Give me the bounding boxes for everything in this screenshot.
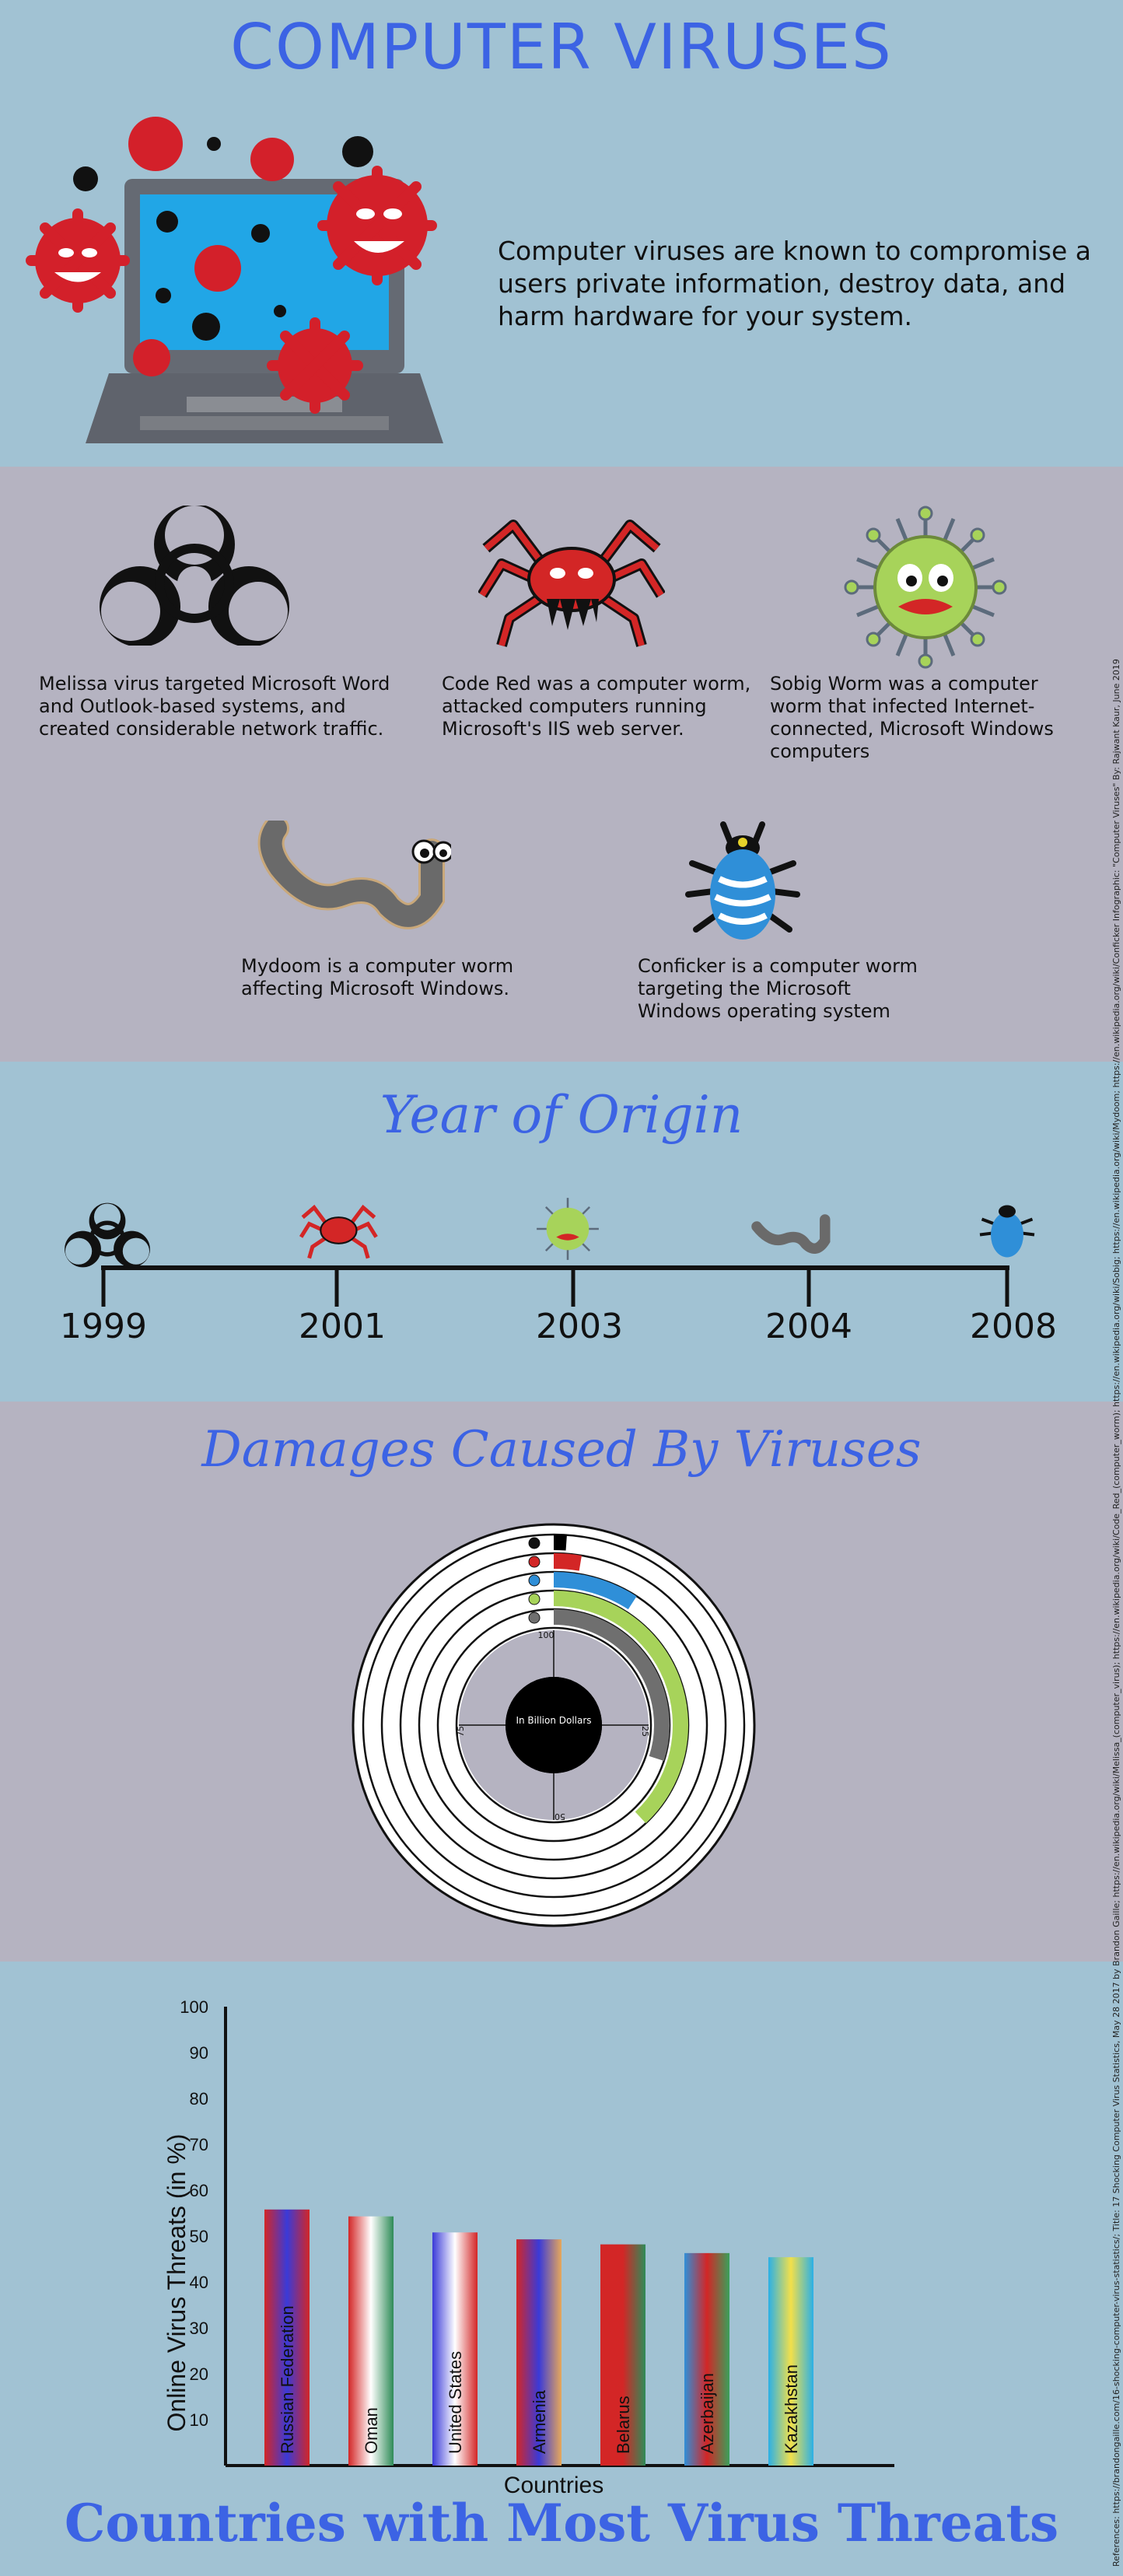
year-2008: 2008 (970, 1307, 1057, 1346)
bar-label: Kazakhstan (782, 2364, 801, 2454)
timeline-biohazard-icon (65, 1202, 150, 1268)
infected-laptop-icon (26, 117, 443, 443)
conficker-caption: Conficker is a computer worm targeting t… (638, 955, 918, 1022)
radial-scale-label: 75 (456, 1726, 466, 1737)
bar-russian-federation (264, 2209, 310, 2466)
radial-scale-label: 100 (538, 1630, 555, 1640)
bar-label: Azerbaijan (698, 2373, 717, 2454)
year-2003: 2003 (536, 1307, 623, 1346)
damages-radial-chart: 100 25 50 75 (352, 1523, 756, 1927)
biohazard-mini-icon (528, 1537, 541, 1549)
radial-bar-conficker (553, 1609, 670, 1762)
y-tick-label: 60 (190, 2181, 208, 2200)
radial-ring-border (455, 1626, 652, 1824)
y-tick-label: 70 (190, 2135, 208, 2154)
y-tick-label: 50 (190, 2227, 208, 2246)
bar-azerbaijan (684, 2252, 729, 2466)
year-1999: 1999 (60, 1307, 147, 1346)
radial-bar-sobig (553, 1572, 637, 1610)
intro-text: Computer viruses are known to compromise… (498, 236, 1091, 331)
germ-mini-icon (528, 1593, 541, 1605)
worm-mini-icon (528, 1612, 541, 1624)
y-tick-label: 10 (190, 2410, 208, 2430)
mydoom-caption: Mydoom is a computer worm affecting Micr… (241, 955, 514, 999)
sobig-caption: Sobig Worm was a computer worm that infe… (770, 673, 1054, 762)
bar-kazakhstan (768, 2257, 813, 2466)
y-tick-label: 40 (190, 2273, 208, 2292)
y-axis-label: Online Virus Threats (in %) (163, 2134, 191, 2432)
bar-label: Belarus (614, 2396, 633, 2454)
year-2004: 2004 (765, 1307, 852, 1346)
page-title: COMPUTER VIRUSES (230, 11, 893, 83)
worm-icon (257, 821, 451, 929)
countries-title: Countries with Most Virus Threats (64, 2493, 1059, 2553)
bar-label: Armenia (530, 2389, 549, 2454)
bar-label: Oman (362, 2407, 381, 2454)
bar-armenia (516, 2239, 562, 2466)
damages-title: Damages Caused By Viruses (201, 1421, 922, 1479)
y-tick-label: 100 (180, 1997, 208, 2017)
radial-bar-code-red (553, 1553, 582, 1571)
melissa-caption: Melissa virus targeted Microsoft Word an… (39, 673, 390, 740)
y-tick-label: 30 (190, 2319, 208, 2338)
bar-belarus (600, 2244, 645, 2466)
radial-bar-mydoom (553, 1591, 688, 1824)
radial-bar-melissa (553, 1535, 567, 1551)
bar-oman (348, 2216, 394, 2466)
y-tick-label: 20 (190, 2364, 208, 2384)
radial-scale-label: 25 (640, 1726, 650, 1737)
bug-mini-icon (528, 1574, 541, 1587)
y-tick-label: 90 (190, 2043, 208, 2063)
timeline-bug-icon (979, 1205, 1035, 1258)
y-tick-label: 80 (190, 2089, 208, 2109)
year-2001: 2001 (299, 1307, 386, 1346)
code-red-caption: Code Red was a computer worm, attacked c… (442, 673, 751, 740)
timeline-title: Year of Origin (380, 1085, 743, 1145)
radial-scale-label: 50 (555, 1811, 565, 1822)
biohazard-icon (100, 506, 289, 646)
damages-center-label: In Billion Dollars (516, 1715, 592, 1726)
bug-icon (685, 821, 800, 940)
x-axis-label: Countries (504, 2473, 603, 2498)
bar-label: Russian Federation (278, 2305, 297, 2454)
spider-mini-icon (528, 1556, 541, 1568)
references-text: References: https://brandongaille.com/16… (1111, 659, 1121, 2567)
timeline-worm-icon (751, 1214, 831, 1254)
timeline-axis (65, 1198, 1035, 1307)
bar-label: United States (446, 2351, 465, 2454)
germ-icon (844, 506, 1007, 669)
spider-icon (478, 520, 665, 647)
timeline-germ-icon (537, 1198, 599, 1260)
bar-united-states (432, 2232, 478, 2466)
radial-center-cap (506, 1677, 602, 1773)
timeline-spider-icon (299, 1204, 378, 1259)
